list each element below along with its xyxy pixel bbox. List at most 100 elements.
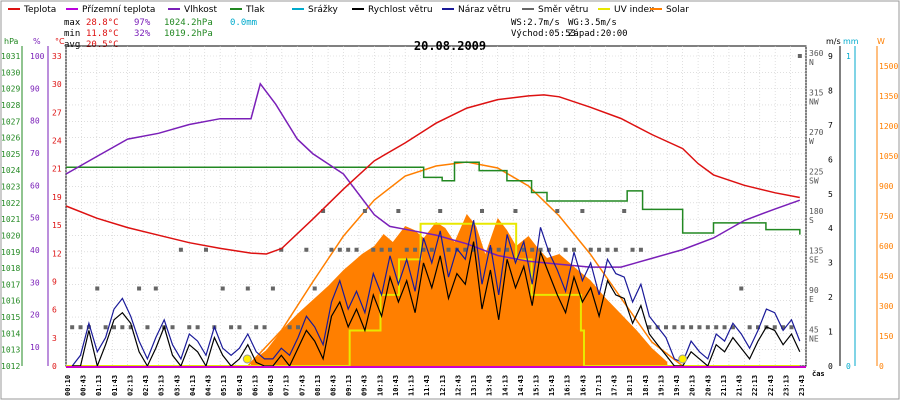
tick-dir-label-SW: SW bbox=[809, 177, 819, 186]
tick-degc-21: 21 bbox=[52, 165, 62, 174]
tick-w-300: 300 bbox=[879, 302, 894, 311]
x-tick-label: 09:43 bbox=[361, 375, 369, 396]
tick-degc-9: 9 bbox=[52, 277, 57, 286]
x-tick-label: 04:43 bbox=[205, 375, 213, 396]
legend-label-naraz: Náraz větru bbox=[458, 5, 511, 15]
x-tick-label: 18:43 bbox=[642, 375, 650, 396]
wind-direction-point bbox=[605, 247, 610, 252]
x-tick-label: 03:13 bbox=[158, 375, 166, 396]
x-tick-label: 22:43 bbox=[767, 375, 775, 396]
legend-label-rychlost: Rychlost větru bbox=[368, 5, 433, 15]
x-tick-label: 12:43 bbox=[454, 375, 462, 396]
stat-sunset: Západ:20:00 bbox=[568, 29, 628, 39]
tick-dir-label-NW: NW bbox=[809, 98, 819, 107]
wind-direction-point bbox=[145, 325, 150, 330]
x-tick-label: 10:13 bbox=[376, 375, 384, 396]
tick-dir-W: 270 bbox=[809, 128, 824, 137]
x-tick-label: 21:13 bbox=[720, 375, 728, 396]
tick-pct-30: 30 bbox=[30, 278, 40, 287]
wind-direction-point bbox=[295, 325, 300, 330]
wind-direction-point bbox=[496, 247, 501, 252]
tick-ms-0: 0 bbox=[828, 362, 833, 371]
wind-direction-point bbox=[86, 325, 91, 330]
x-tick-label: 10:43 bbox=[392, 375, 400, 396]
stat-max-label: max bbox=[64, 18, 81, 28]
tick-hpa-1020: 1020 bbox=[1, 231, 20, 240]
wind-direction-point bbox=[421, 247, 426, 252]
tick-hpa-1025: 1025 bbox=[1, 150, 20, 159]
x-tick-label: 23:13 bbox=[782, 375, 790, 396]
legend-label-smer: Směr větru bbox=[538, 5, 588, 15]
tick-dir-label-W: W bbox=[809, 137, 814, 146]
x-tick-label: 20:13 bbox=[689, 375, 697, 396]
tick-w-150: 150 bbox=[879, 332, 894, 341]
wind-direction-point bbox=[304, 247, 309, 252]
axis-unit-hpa: hPa bbox=[4, 37, 19, 46]
wind-direction-point bbox=[429, 247, 434, 252]
tick-degc-24: 24 bbox=[52, 137, 62, 146]
stat-min-press: 1019.2hPa bbox=[164, 29, 213, 39]
x-tick-label: 15:43 bbox=[548, 375, 556, 396]
wind-direction-point bbox=[538, 247, 543, 252]
legend-label-vlhkost: Vlhkost bbox=[184, 5, 217, 15]
tick-ms-4: 4 bbox=[828, 224, 833, 233]
tick-ms-6: 6 bbox=[828, 155, 833, 164]
wind-direction-point bbox=[195, 325, 200, 330]
tick-dir-N: 360 bbox=[809, 49, 824, 58]
wind-direction-point bbox=[471, 247, 476, 252]
tick-hpa-1013: 1013 bbox=[1, 346, 20, 355]
tick-pct-50: 50 bbox=[30, 214, 40, 223]
tick-ms-9: 9 bbox=[828, 52, 833, 61]
tick-w-750: 750 bbox=[879, 212, 894, 221]
stat-min-label: min bbox=[64, 29, 80, 39]
tick-w-1050: 1050 bbox=[879, 152, 898, 161]
wind-direction-point bbox=[78, 325, 83, 330]
x-tick-label: 08:13 bbox=[314, 375, 322, 396]
legend-label-uv: UV index bbox=[614, 5, 655, 15]
legend-label-prizemni: Přízemní teplota bbox=[82, 5, 155, 15]
legend-label-teplota: Teplota bbox=[23, 5, 56, 15]
wind-direction-point bbox=[354, 247, 359, 252]
tick-degc-33: 33 bbox=[52, 52, 62, 61]
x-tick-label: 13:43 bbox=[486, 375, 494, 396]
tick-w-0: 0 bbox=[879, 362, 884, 371]
wind-direction-point bbox=[521, 247, 526, 252]
axis-unit-ms: m/s bbox=[826, 37, 841, 46]
x-tick-label: 19:43 bbox=[673, 375, 681, 396]
x-tick-label: 22:13 bbox=[751, 375, 759, 396]
tick-hpa-1024: 1024 bbox=[1, 166, 20, 175]
x-tick-label: 05:13 bbox=[220, 375, 228, 396]
x-tick-label: 08:43 bbox=[329, 375, 337, 396]
tick-pct-20: 20 bbox=[30, 311, 40, 320]
tick-w-900: 900 bbox=[879, 182, 894, 191]
stat-avg-temp: 20.5°C bbox=[86, 40, 119, 50]
legend-label-solar: Solar bbox=[666, 5, 689, 15]
x-tick-label: 06:13 bbox=[251, 375, 259, 396]
wind-direction-point bbox=[747, 325, 752, 330]
x-axis-unit: čas bbox=[812, 370, 825, 378]
plot-marks bbox=[65, 54, 802, 369]
wind-direction-point bbox=[714, 325, 719, 330]
wind-direction-point bbox=[438, 209, 443, 213]
tick-pct-90: 90 bbox=[30, 84, 40, 93]
tick-w-600: 600 bbox=[879, 242, 894, 251]
x-tick-label: 09:13 bbox=[345, 375, 353, 396]
wind-direction-point bbox=[513, 209, 518, 213]
wind-direction-point bbox=[789, 325, 794, 330]
wind-direction-point bbox=[120, 325, 125, 330]
tick-ms-7: 7 bbox=[828, 121, 833, 130]
tick-hpa-1019: 1019 bbox=[1, 248, 20, 257]
wind-direction-point bbox=[705, 325, 710, 330]
wind-direction-point bbox=[111, 325, 116, 330]
wind-direction-point bbox=[170, 325, 175, 330]
uv-line bbox=[66, 222, 800, 367]
tick-hpa-1022: 1022 bbox=[1, 199, 20, 208]
wind-direction-point bbox=[413, 247, 418, 252]
x-tick-label: 05:43 bbox=[236, 375, 244, 396]
tick-w-450: 450 bbox=[879, 272, 894, 281]
tick-degc-3: 3 bbox=[52, 334, 57, 343]
wind-direction-point bbox=[463, 247, 468, 252]
axis-unit-w: W bbox=[877, 37, 885, 46]
